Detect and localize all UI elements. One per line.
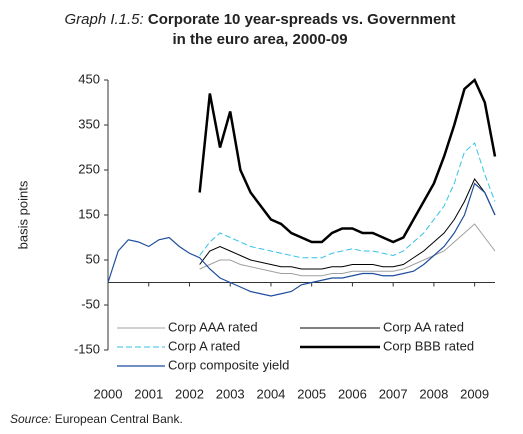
chart-title: Corporate 10 year-spreads vs. Government… xyxy=(147,11,456,48)
title-label: Graph I.1.5: xyxy=(64,11,144,28)
x-tick-label: 2008 xyxy=(419,386,448,401)
series-line xyxy=(198,77,497,244)
legend-label: Corp BBB rated xyxy=(383,338,474,353)
legend-label: Corp AA rated xyxy=(383,319,464,334)
y-tick-label: 150 xyxy=(78,206,100,221)
x-tick-label: 2002 xyxy=(175,386,204,401)
x-tick-label: 2005 xyxy=(297,386,326,401)
y-tick-label: 50 xyxy=(86,251,100,266)
x-tick-label: 2000 xyxy=(94,386,123,401)
y-tick-label: -50 xyxy=(81,296,100,311)
x-tick-label: 2007 xyxy=(379,386,408,401)
y-tick-label: 350 xyxy=(78,116,100,131)
y-tick-label: 450 xyxy=(78,71,100,86)
x-tick-label: 2003 xyxy=(216,386,245,401)
series-line xyxy=(199,178,496,270)
y-tick-label: 250 xyxy=(78,161,100,176)
x-tick-label: 2009 xyxy=(460,386,489,401)
legend-label: Corp A rated xyxy=(168,338,240,353)
series-line xyxy=(107,182,496,297)
x-tick-label: 2001 xyxy=(134,386,163,401)
x-tick-label: 2006 xyxy=(338,386,367,401)
title-block: Graph I.1.5: Corporate 10 year-spreads v… xyxy=(60,10,460,50)
y-axis-label: basis points xyxy=(15,180,30,249)
source-label: Source: xyxy=(10,412,52,426)
legend-label: Corp composite yield xyxy=(168,357,289,372)
y-tick-label: -150 xyxy=(74,341,100,356)
series-line xyxy=(199,142,496,259)
x-tick-label: 2004 xyxy=(256,386,285,401)
legend-label: Corp AAA rated xyxy=(168,319,258,334)
source-block: Source: European Central Bank. xyxy=(10,412,183,426)
source: European Central Bank. xyxy=(54,412,183,426)
series-line xyxy=(199,223,496,277)
